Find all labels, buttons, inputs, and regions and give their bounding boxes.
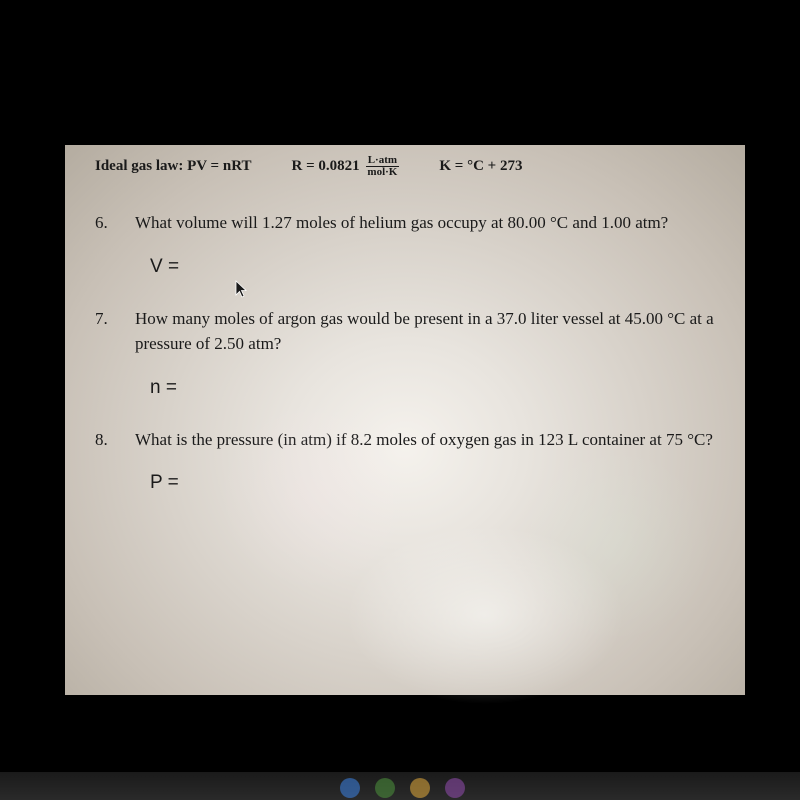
formula-header: Ideal gas law: PV = nRT R = 0.0821 L·atm… [95, 155, 715, 178]
r-units-fraction: L·atm mol·K [365, 155, 399, 178]
taskbar [0, 772, 800, 800]
taskbar-app-icon[interactable] [375, 778, 395, 798]
worksheet-paper: Ideal gas law: PV = nRT R = 0.0821 L·atm… [65, 145, 745, 695]
question-6: 6. What volume will 1.27 moles of helium… [95, 210, 715, 236]
screen-glare-pink [215, 395, 415, 595]
mouse-cursor-icon [235, 280, 249, 300]
question-7: 7. How many moles of argon gas would be … [95, 306, 715, 357]
screen-glare [345, 525, 625, 705]
question-8: 8. What is the pressure (in atm) if 8.2 … [95, 427, 715, 453]
question-number: 6. [95, 210, 135, 236]
taskbar-icons [340, 778, 465, 798]
answer-p: P = [150, 472, 715, 494]
answer-v: V = [150, 256, 715, 278]
question-number: 8. [95, 427, 135, 453]
answer-n: n = [150, 377, 715, 399]
question-number: 7. [95, 306, 135, 357]
question-text: How many moles of argon gas would be pre… [135, 306, 715, 357]
question-text: What is the pressure (in atm) if 8.2 mol… [135, 427, 715, 453]
taskbar-app-icon[interactable] [445, 778, 465, 798]
question-text: What volume will 1.27 moles of helium ga… [135, 210, 715, 236]
ideal-gas-law-label: Ideal gas law: PV = nRT [95, 158, 252, 175]
taskbar-app-icon[interactable] [410, 778, 430, 798]
r-constant: R = 0.0821 L·atm mol·K [292, 155, 400, 178]
kelvin-conversion: K = °C + 273 [439, 158, 522, 175]
taskbar-app-icon[interactable] [340, 778, 360, 798]
